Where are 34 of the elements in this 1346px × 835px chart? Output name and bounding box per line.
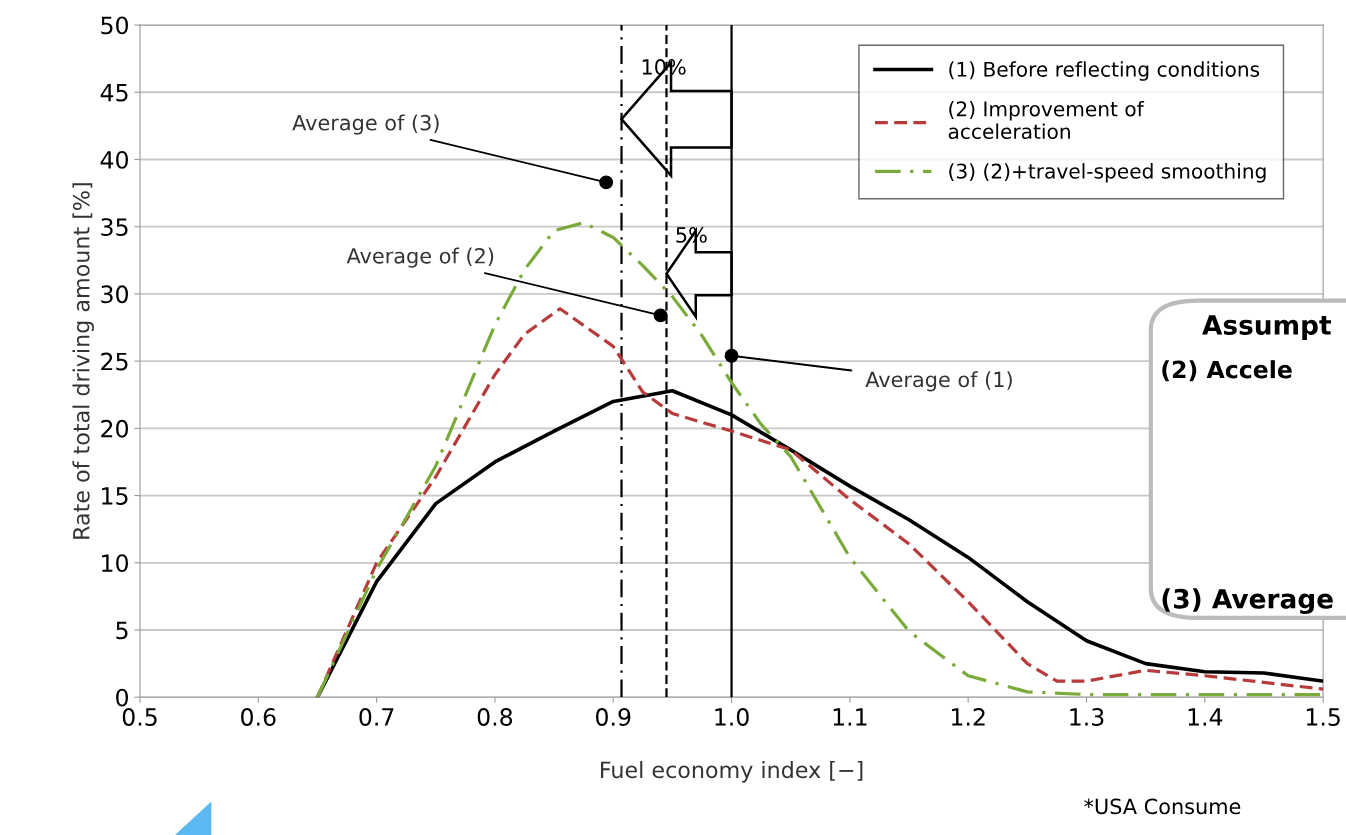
legend-label: (1) Before reflecting conditions — [949, 61, 1260, 81]
y-tick-label: 5 — [116, 621, 128, 640]
x-axis-title: Fuel economy index [−] — [601, 761, 863, 783]
y-tick-label: 0 — [116, 688, 128, 707]
annotation: Average of (3) — [292, 114, 439, 135]
y-tick-label: 20 — [101, 419, 128, 438]
legend-label: (3) (2)+travel-speed smoothing — [949, 163, 1266, 183]
y-tick-label: 50 — [101, 16, 128, 35]
text: *USA Consume — [1084, 798, 1241, 815]
annotation: Average of (1) — [865, 371, 1012, 392]
x-tick-label: 1.5 — [1306, 708, 1340, 726]
y-tick-label: 15 — [102, 487, 128, 505]
y-tick-label: 10 — [102, 554, 128, 573]
legend-label: (2) Improvement of acceleration — [948, 100, 1145, 140]
annotation: Average of (2) — [346, 247, 494, 268]
x-tick-label: 0.5 — [122, 708, 157, 726]
x-tick-label: 1.2 — [952, 708, 985, 726]
x-tick-label: 0.7 — [359, 708, 394, 726]
y-tick-label: 40 — [100, 150, 128, 169]
y-tick-label: 25 — [101, 352, 128, 371]
y-tick-label: 45 — [100, 84, 128, 102]
x-tick-label: 1.0 — [715, 708, 749, 726]
annotation: (2) Accele — [1162, 360, 1292, 382]
x-tick-label: 1.4 — [1188, 708, 1223, 726]
x-tick-label: 0.6 — [241, 708, 276, 726]
annotation: (3) Average — [1162, 588, 1333, 615]
y-axis-title: Rate of total driving amount [%] — [72, 183, 94, 539]
x-tick-label: 0.8 — [477, 708, 513, 726]
y-tick-label: 35 — [101, 218, 128, 237]
x-tick-label: 1.1 — [833, 708, 867, 726]
x-tick-label: 1.3 — [1070, 708, 1104, 726]
annotation: Assumpt — [1202, 315, 1331, 341]
y-tick-label: 30 — [101, 285, 128, 304]
x-tick-label: 0.9 — [596, 708, 631, 726]
